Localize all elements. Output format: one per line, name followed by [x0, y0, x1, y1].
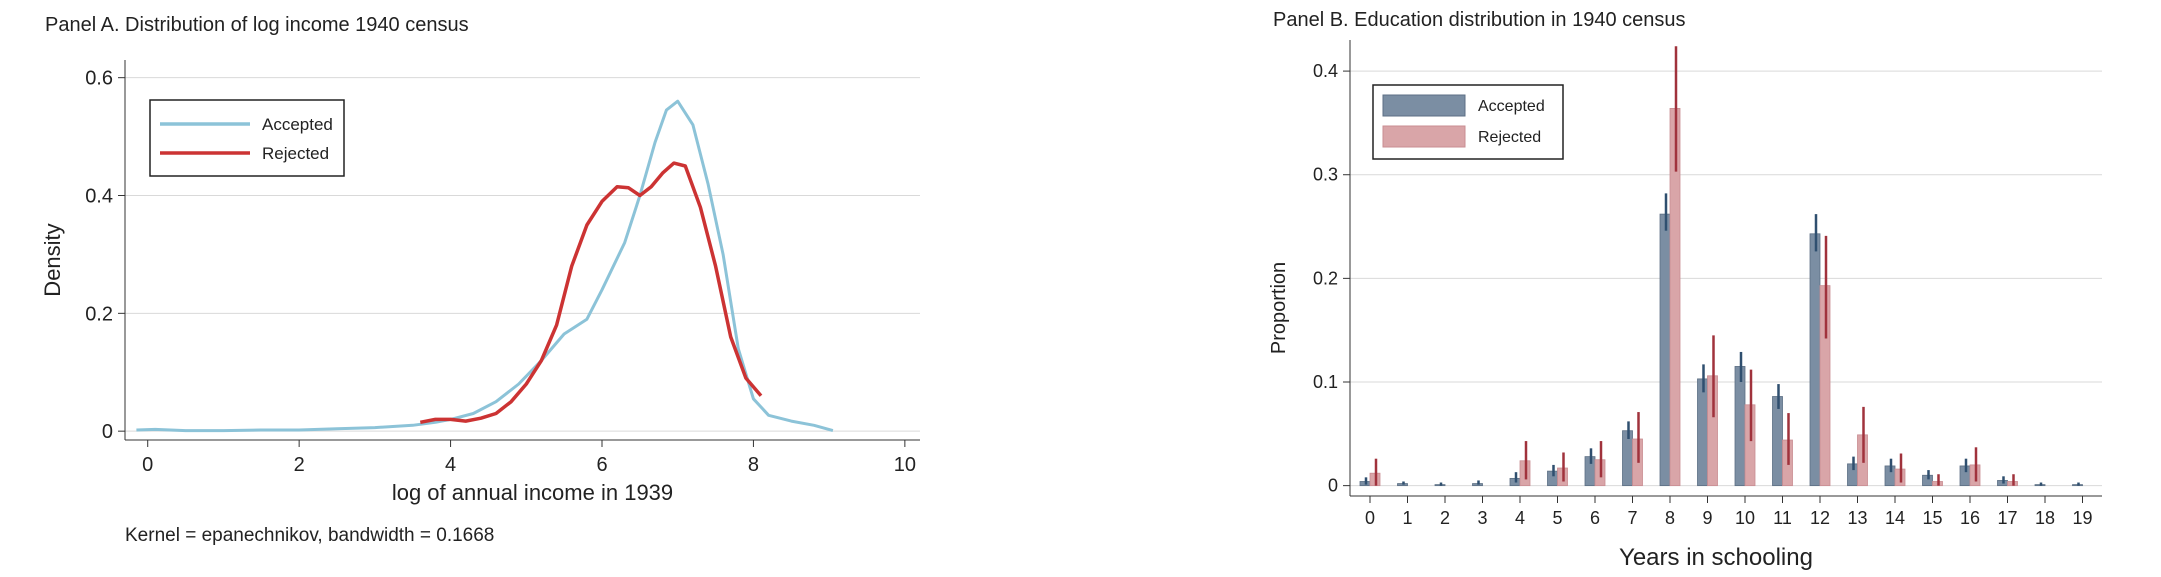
panel-b-y-tick-label: 0 — [1328, 476, 1338, 496]
panel-a-legend-label: Accepted — [262, 115, 333, 134]
panel-a-x-axis-label: log of annual income in 1939 — [392, 480, 673, 505]
panel-b: Panel B. Education distribution in 1940 … — [1268, 9, 2102, 571]
panel-b-legend: Accepted Rejected — [1372, 84, 1564, 160]
panel-b-x-tick-label: 14 — [1885, 508, 1905, 528]
panel-b-bar-accepted — [1659, 213, 1671, 487]
panel-b-y-tick-label: 0.1 — [1313, 372, 1338, 392]
panel-a-x-tick-label: 10 — [894, 454, 916, 476]
panel-a: Panel A. Distribution of log income 1940… — [40, 14, 920, 546]
panel-a-legend: Accepted Rejected — [149, 99, 345, 177]
panel-a-title: Panel A. Distribution of log income 1940… — [45, 14, 469, 36]
panel-b-y-axis-label: Proportion — [1268, 262, 1290, 354]
panel-b-x-axis-label: Years in schooling — [1619, 544, 1813, 571]
panel-b-bar-accepted — [1697, 378, 1708, 487]
panel-a-x-tick-label: 0 — [142, 454, 153, 476]
panel-b-x-tick-label: 5 — [1552, 508, 1562, 528]
panel-b-bar-accepted — [1734, 366, 1746, 487]
panel-b-legend-swatch — [1382, 94, 1466, 117]
panel-b-legend-label: Accepted — [1478, 98, 1545, 115]
panel-a-series-accepted — [136, 99, 834, 433]
panel-b-x-tick-label: 3 — [1477, 508, 1487, 528]
panel-a-x-tick-label: 8 — [748, 454, 759, 476]
panel-b-x-tick-label: 15 — [1922, 508, 1942, 528]
panel-b-bar-accepted — [1809, 233, 1821, 487]
panel-b-title: Panel B. Education distribution in 1940 … — [1273, 9, 1686, 31]
panel-b-x-tick-label: 4 — [1515, 508, 1525, 528]
panel-b-x-tick-label: 11 — [1773, 508, 1792, 528]
panel-b-x-tick-label: 13 — [1847, 508, 1867, 528]
panel-b-x-tick-label: 0 — [1365, 508, 1375, 528]
panel-b-x-tick-label: 18 — [2035, 508, 2055, 528]
panel-b-x-tick-label: 19 — [2072, 508, 2092, 528]
panel-b-x-tick-label: 16 — [1960, 508, 1980, 528]
panel-a-x-tick-label: 6 — [596, 454, 607, 476]
panel-b-x-tick-label: 6 — [1590, 508, 1600, 528]
panel-b-legend-label: Rejected — [1478, 129, 1541, 146]
panel-b-y-tick-label: 0.3 — [1313, 165, 1338, 185]
panel-a-x-tick-label: 4 — [445, 454, 456, 476]
panel-b-x-tick-label: 17 — [1997, 508, 2017, 528]
panel-a-legend-label: Rejected — [262, 144, 329, 163]
panel-b-x-tick-label: 9 — [1702, 508, 1712, 528]
panel-b-legend-swatch — [1382, 125, 1466, 148]
panel-a-note: Kernel = epanechnikov, bandwidth = 0.166… — [125, 525, 494, 546]
panel-b-x-tick-label: 2 — [1440, 508, 1450, 528]
panel-b-x-tick-label: 10 — [1735, 508, 1755, 528]
panel-b-x-tick-label: 12 — [1810, 508, 1830, 528]
panel-b-y-tick-label: 0.4 — [1313, 61, 1338, 81]
panel-b-x-tick-label: 7 — [1627, 508, 1637, 528]
panel-a-y-tick-label: 0.4 — [85, 186, 113, 208]
panel-a-x-tick-label: 2 — [294, 454, 305, 476]
panel-b-x-tick-label: 8 — [1665, 508, 1675, 528]
panel-a-y-tick-label: 0.2 — [85, 303, 113, 325]
panel-a-y-tick-label: 0 — [102, 421, 113, 443]
panel-a-legend-box — [149, 99, 345, 177]
panel-a-y-tick-label: 0.6 — [85, 68, 113, 90]
panel-a-y-axis-label: Density — [40, 223, 65, 296]
panel-b-y-tick-label: 0.2 — [1313, 268, 1338, 288]
panel-b-x-tick-label: 1 — [1402, 508, 1412, 528]
panel-a-series-rejected — [419, 161, 763, 425]
panel-b-bar-accepted — [1772, 396, 1783, 487]
